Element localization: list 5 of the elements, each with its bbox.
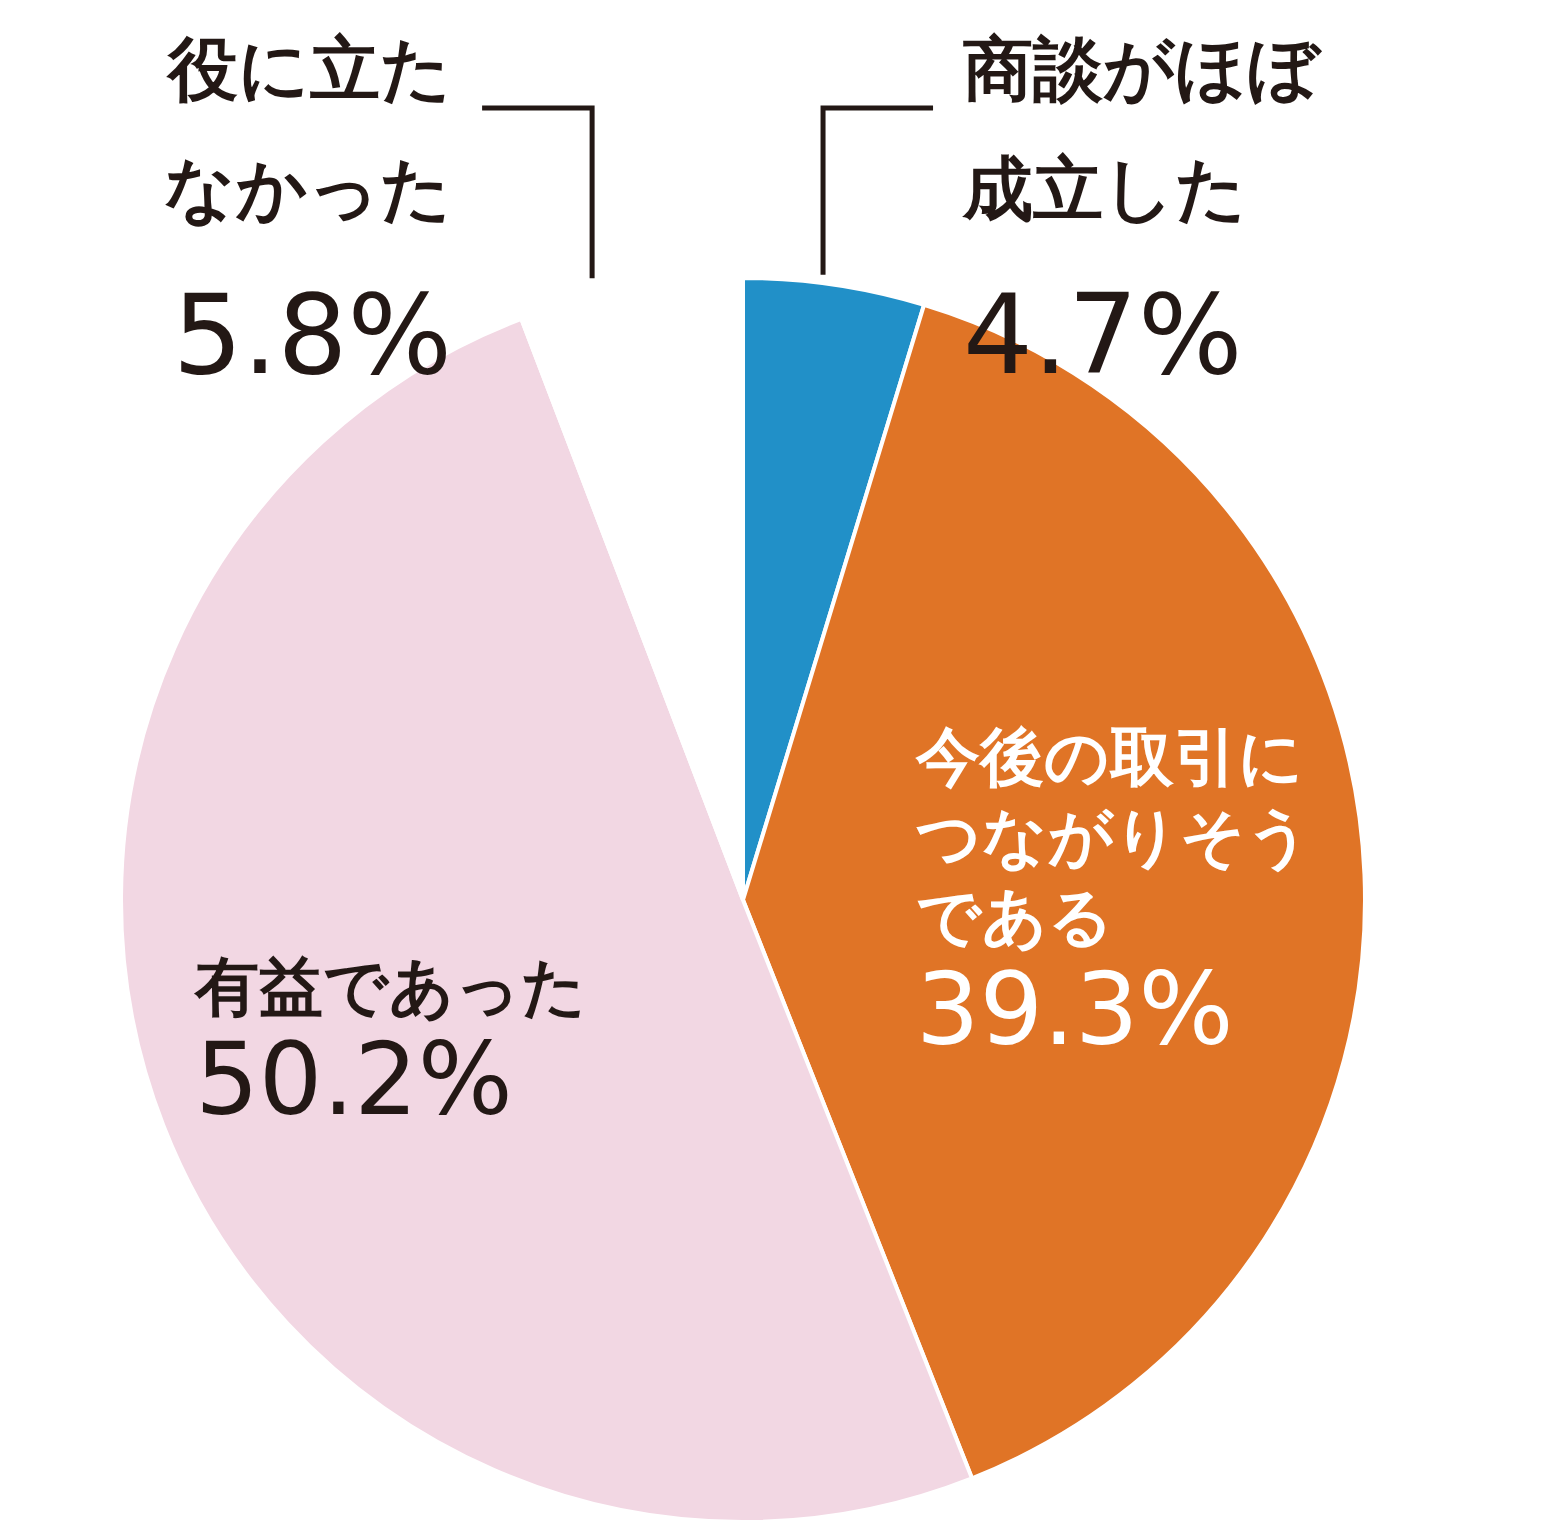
slice-label: 商談がほぼ成立した	[962, 28, 1324, 230]
slice-label: 役に立たなかった	[164, 28, 453, 230]
data-label: 5.8%	[172, 271, 453, 399]
data-label: 4.7%	[963, 271, 1243, 399]
slice-label: 今後の取引につながりそうである	[914, 719, 1312, 954]
